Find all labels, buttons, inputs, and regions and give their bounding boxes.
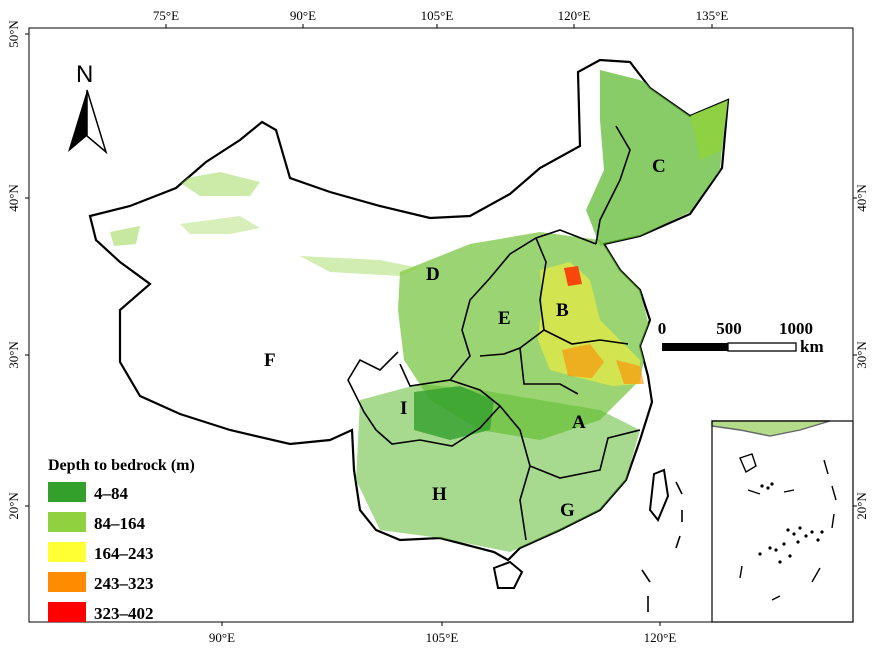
dash-line <box>641 481 683 612</box>
axis-tick-label: 20°N <box>6 492 21 520</box>
inset-frame <box>711 420 854 623</box>
axis-tick-label: 120°E <box>644 630 677 645</box>
scale-bar: 0 500 1000 km <box>658 319 824 356</box>
region-label-f: F <box>264 350 276 371</box>
depth-zone-red <box>564 266 582 286</box>
legend-label: 243–323 <box>94 574 154 593</box>
axis-tick-label: 20°N <box>854 492 869 520</box>
depth-zone-orange-2 <box>616 360 644 384</box>
axis-tick-label: 90°E <box>209 630 235 645</box>
depth-zone-hexi <box>300 256 420 276</box>
depth-zone-sichuan <box>414 386 494 440</box>
depth-zone-orange-1 <box>562 344 604 378</box>
scale-tick-0: 0 <box>658 319 667 338</box>
axis-tick-label: 30°N <box>854 341 869 369</box>
legend-label: 4–84 <box>94 484 129 503</box>
region-label-g: G <box>560 500 575 521</box>
inset-hainan <box>739 453 757 474</box>
region-label-e: E <box>498 308 511 329</box>
scale-unit: km <box>800 337 824 356</box>
axis-tick-label: 105°E <box>421 8 454 23</box>
depth-zone-xinjiang-1 <box>176 172 260 196</box>
region-label-h: H <box>432 484 447 505</box>
china-landmass <box>88 58 730 612</box>
axis-tick-label: 90°E <box>290 8 316 23</box>
north-arrow-icon <box>68 90 87 152</box>
depth-zone-xinjiang-3 <box>180 216 260 234</box>
axis-tick-label: 40°N <box>854 184 869 212</box>
legend-swatch <box>48 572 86 592</box>
region-label-d: D <box>426 264 440 285</box>
legend-swatch <box>48 602 86 622</box>
region-label-a: A <box>572 412 586 433</box>
axis-tick-label: 105°E <box>426 630 459 645</box>
north-arrow: N <box>68 61 108 155</box>
region-boundaries <box>347 125 641 541</box>
axis-tick-label: 120°E <box>558 8 591 23</box>
axis-tick-label: 50°N <box>6 20 21 48</box>
scale-tick-500: 500 <box>716 319 742 338</box>
legend-swatch <box>48 512 86 532</box>
inset-coast <box>711 420 831 437</box>
axis-tick-label: 40°N <box>6 184 21 212</box>
legend-label: 323–402 <box>94 604 154 623</box>
taiwan-island <box>648 468 670 522</box>
legend-title: Depth to bedrock (m) <box>48 457 195 474</box>
legend-label: 84–164 <box>94 514 146 533</box>
north-arrow-label: N <box>76 61 93 88</box>
legend: Depth to bedrock (m) 4–84 84–164 164–243 24… <box>48 457 195 623</box>
axis-tick-label: 30°N <box>6 341 21 369</box>
legend-swatch <box>48 482 86 502</box>
legend-label: 164–243 <box>94 544 154 563</box>
region-label-b: B <box>556 300 569 321</box>
depth-zone-xinjiang-2 <box>110 226 140 246</box>
region-label-c: C <box>652 156 666 177</box>
inset-south-china-sea <box>711 420 854 623</box>
frame-ticks <box>25 24 857 626</box>
scale-tick-1000: 1000 <box>779 319 813 338</box>
axis-tick-label: 135°E <box>696 8 729 23</box>
inset-dashes <box>739 459 837 601</box>
depth-zone-northeast-light <box>690 100 728 160</box>
inset-islands <box>758 482 824 564</box>
axis-tick-label: 75°E <box>153 8 179 23</box>
legend-swatch <box>48 542 86 562</box>
hainan-island <box>492 560 524 589</box>
region-label-i: I <box>400 398 407 419</box>
